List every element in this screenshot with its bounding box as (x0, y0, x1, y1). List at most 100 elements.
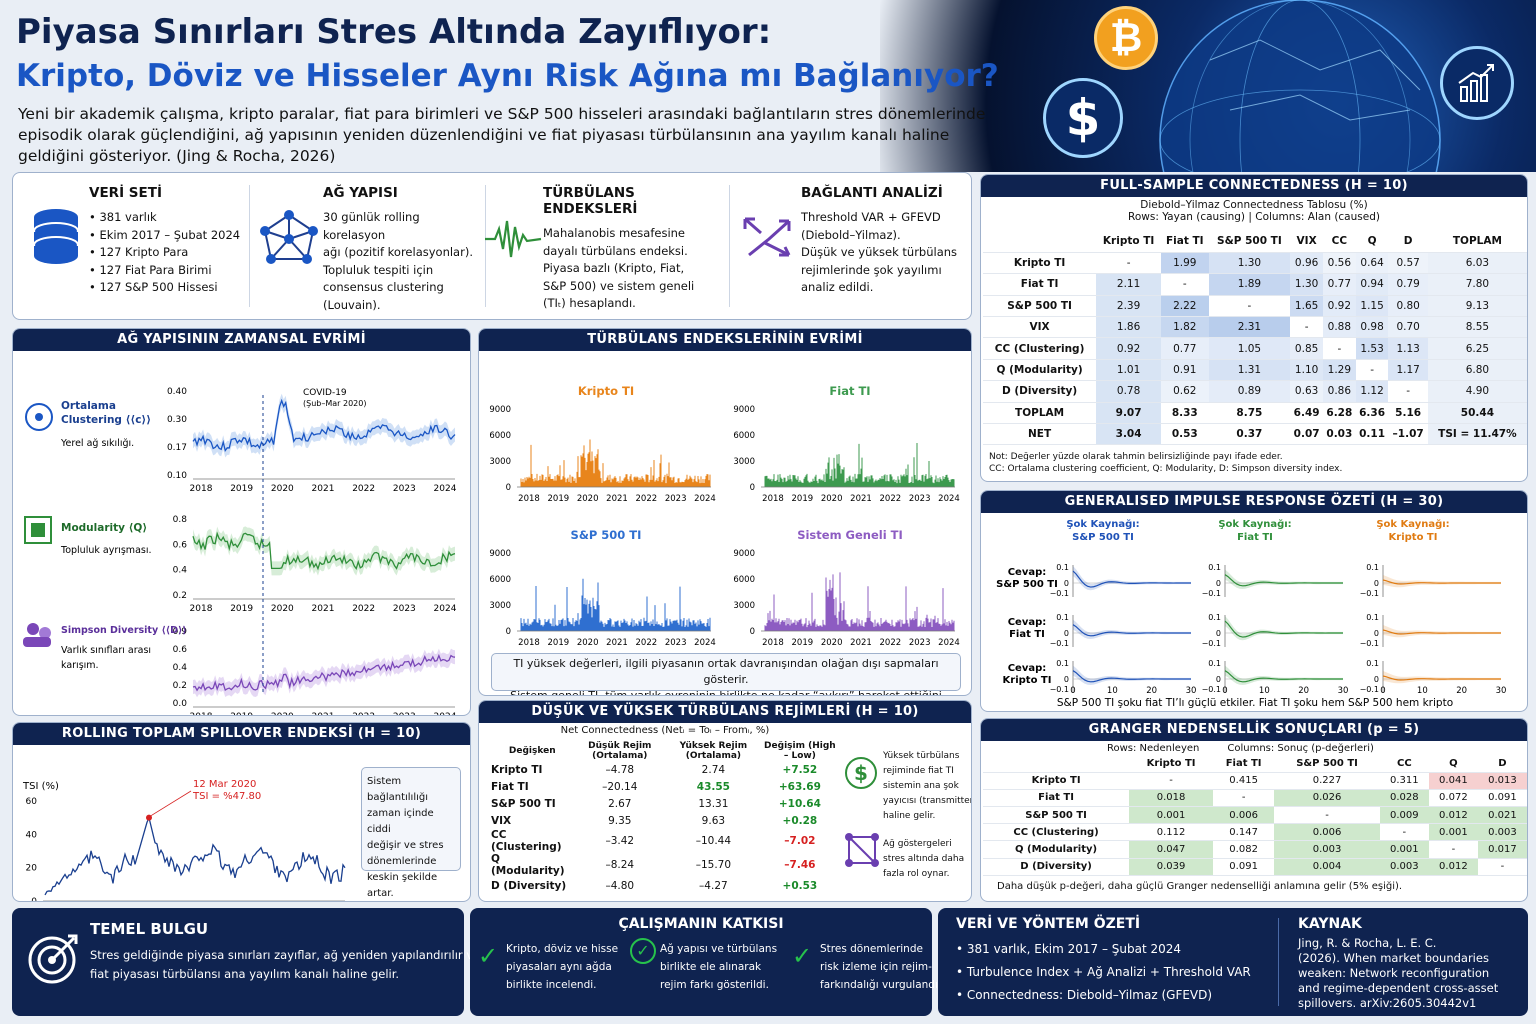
table-row: Q (Modularity) 1.01 0.91 1.31 1.10 1.29-1.17 6… (983, 359, 1527, 382)
series-line (192, 653, 456, 692)
response-label: Kripto TI (1003, 675, 1052, 686)
axis-tick-label: 2020 (271, 604, 294, 614)
axis-tick-label: 0 (1222, 686, 1227, 696)
table-cell: 0.96 (1290, 252, 1323, 275)
table-row: D (Diversity) –4.80 –4.27 +0.53 (491, 877, 839, 894)
axis-tick-label: −0.1 (1360, 639, 1379, 648)
confidence-band (1383, 671, 1501, 684)
table-cell: 2.22 (1161, 295, 1209, 318)
table-cell: 0.311 (1379, 772, 1429, 790)
table-cell: 6.36 (1355, 402, 1389, 425)
table-header: TOPLAM (1427, 231, 1527, 253)
table-cell: 1.99 (1161, 252, 1209, 275)
irf-line (1072, 670, 1192, 683)
response-label: S&P 500 TI (996, 579, 1058, 590)
table-cell: 2.11 (1096, 273, 1162, 296)
axis-tick-label: 2018 (190, 484, 213, 494)
table-cell: 0.006 (1274, 823, 1380, 842)
table-cell: 0.11 (1355, 423, 1389, 446)
axis-tick-label: 0 (1070, 686, 1075, 696)
table-cell: 0.003 (1274, 840, 1380, 859)
axis-tick-label: 2019 (548, 494, 570, 504)
table-cell: 0.004 (1274, 858, 1380, 876)
table-cell: - (1096, 252, 1162, 275)
table-row: Fiat TI 0.018-0.026 0.028 0.072 0.091 (983, 789, 1527, 808)
axis-tick-label: 2024 (434, 484, 457, 494)
axis-tick-label: 2023 (909, 638, 931, 648)
table-header (983, 231, 1097, 253)
page-subtitle: Kripto, Döviz ve Hisseler Aynı Risk Ağın… (16, 58, 999, 94)
table-header: Yüksek Rejim (Ortalama) (679, 741, 748, 761)
table-cell: 8.75 (1208, 402, 1291, 425)
axis-tick-label: 10 (1259, 686, 1270, 696)
table-cell: 0.86 (1322, 380, 1356, 403)
table-header: CC (1379, 755, 1429, 773)
table-header: S&P 500 TI (1208, 231, 1291, 253)
axis-tick-label: 2024 (434, 712, 457, 716)
granger-panel: GRANGER NEDENSELLİK SONUÇLARI (p = 5) Ro… (980, 718, 1528, 902)
table-cell: Fiat TI (983, 789, 1130, 808)
table-cell: 0.63 (1290, 380, 1323, 403)
table-cell: +10.64 (778, 797, 821, 810)
axis-tick-label: 0 (506, 627, 511, 637)
table-cell: - (1477, 858, 1527, 876)
clustering-icon (25, 403, 53, 431)
turbulence-panel: TÜRBÜLANS ENDEKSLERİNİN EVRİMİ Kripto TI… (478, 328, 972, 696)
axis-tick-label: 30 (1186, 686, 1197, 696)
confidence-band (193, 393, 455, 458)
spillover-panel: ROLLING TOPLAM SPILLOVER ENDEKSİ (H = 10… (12, 722, 471, 902)
table-cell: - (1208, 295, 1291, 318)
table-cell: 9.63 (701, 814, 726, 827)
modularity-icon (31, 523, 45, 537)
panel-title: AĞ YAPISININ ZAMANSAL EVRİMİ (13, 329, 470, 351)
irf-line (1382, 675, 1502, 681)
axis-tick-label: 2020 (821, 494, 843, 504)
axis-tick-label: 0.1 (1208, 659, 1221, 668)
chart-title: Fiat TI (829, 384, 870, 398)
page-title: Piyasa Sınırları Stres Altında Zayıflıyo… (16, 12, 772, 52)
axis-tick-label: 2024 (434, 604, 457, 614)
table-row: VIX 9.35 9.63 +0.28 (491, 812, 839, 829)
table-cell: NET (983, 423, 1097, 446)
table-cell: 1.53 (1355, 337, 1389, 360)
table-cell: CC (Clustering) (983, 337, 1097, 360)
table-cell: 6.49 (1290, 402, 1323, 425)
table-cell: 6.03 (1427, 252, 1527, 275)
table-cell: 0.94 (1355, 273, 1389, 296)
axis-tick-label: 2021 (606, 638, 628, 648)
metric-label: Clustering ⟨⟨c⟩⟩ (61, 414, 151, 426)
axis-tick-label: 0.1 (1366, 613, 1379, 622)
axis-tick-label: −0.1 (1050, 589, 1069, 598)
axis-tick-label: 9000 (733, 405, 755, 415)
peak-label: 12 Mar 2020 (193, 779, 256, 790)
table-cell: S&P 500 TI (983, 295, 1097, 318)
metric-label: Simpson Diversity ⟨⟨D⟩⟩ (61, 625, 187, 636)
table-row: S&P 500 TI 0.001 0.006-0.009 0.012 0.021 (983, 806, 1527, 825)
network-icon (259, 209, 319, 273)
table-cell: 0.77 (1161, 337, 1209, 360)
table-cell: 0.001 (1129, 806, 1213, 825)
table-row: CC (Clustering) 0.112 0.147 0.006-0.001 0.00… (983, 823, 1527, 842)
irf-note: S&P 500 TI şoku fiat TI’lı güçlü etkiler… (1057, 697, 1453, 709)
axis-tick-label: 0 (1064, 675, 1069, 684)
chart-title: Kripto TI (578, 384, 634, 398)
axis-tick-label: 2018 (518, 494, 540, 504)
axis-tick-label: 20 (1298, 686, 1309, 696)
table-cell: 1.17 (1388, 359, 1428, 382)
axis-tick-label: 2019 (792, 638, 814, 648)
table-cell: 0.80 (1388, 295, 1428, 318)
irf-line (1072, 570, 1192, 588)
table-row: Kripto TI -1.99 1.30 0.96 0.56 0.64 0.57 6.03 (983, 252, 1527, 275)
table-cell: Kripto TI (983, 252, 1097, 275)
table-row: Kripto TI -0.415 0.227 0.311 0.041 0.013 (983, 772, 1527, 790)
table-cell: Fiat TI (491, 780, 529, 793)
axis-tick-label: 0.9 (173, 627, 188, 637)
shock-source-label: Şok Kaynağı: (1376, 518, 1449, 530)
table-cell: 1.10 (1290, 359, 1323, 382)
axis-tick-label: 2021 (850, 638, 872, 648)
table-cell: 1.13 (1388, 337, 1428, 360)
table-row: TOPLAM 9.07 8.33 8.75 6.49 6.28 6.36 5.16 50.44 (983, 402, 1527, 425)
axis-tick-label: 0.6 (173, 645, 188, 655)
spillover-note: Sistem bağlantılılığı zaman içinde ciddi d… (361, 767, 461, 899)
